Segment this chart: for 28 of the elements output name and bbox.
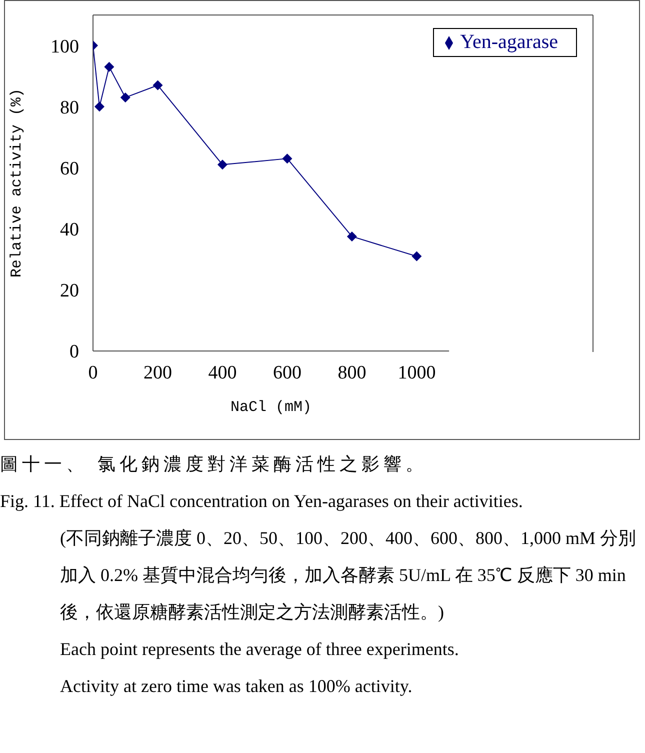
point xyxy=(282,154,292,164)
point xyxy=(104,62,114,72)
x-axis-title: NaCl (mM) xyxy=(230,399,312,416)
caption: Fig. 11. Effect of NaCl concentration on Yen-agarases on their activities. xyxy=(0,490,524,513)
text: (不同鈉離子濃度 0、20、50、100、200、400、600、800、1,000 mM 分別加入 0.2% 基質中混合均勻後，加入各酵素 5U/mL 在 35℃ 反應下 30 min 後，依還原糖酵素活性測定之方法測酵素活性。) xyxy=(59,527,637,624)
y-tick-label: 60 xyxy=(60,158,79,180)
point xyxy=(217,160,228,170)
x-tick-label: 0 xyxy=(88,362,98,384)
y-tick-label: 20 xyxy=(60,280,79,302)
legend-label: Yen-agarase xyxy=(460,31,558,53)
text: Activity at zero time was taken as 100% activity. xyxy=(59,675,414,698)
x-tick-label: 200 xyxy=(143,362,172,384)
y-tick-label: 40 xyxy=(60,220,79,241)
point xyxy=(120,92,130,102)
text: Each point represents the average of three experiments. xyxy=(59,638,460,661)
point xyxy=(412,251,422,262)
y-tick-label: 80 xyxy=(60,97,79,118)
x-tick-label: 400 xyxy=(208,362,237,384)
point xyxy=(94,102,104,112)
x-tick-label: 800 xyxy=(338,362,366,384)
y-axis-title: Relative activity (%) xyxy=(8,88,26,278)
point xyxy=(152,80,163,90)
y-tick-label: 0 xyxy=(70,342,79,363)
point xyxy=(346,231,357,242)
text: 圖十一、 氯化鈉濃度對洋菜酶活性之影響。 xyxy=(0,453,429,477)
x-tick-label: 600 xyxy=(272,362,302,384)
x-tick-label: 1000 xyxy=(398,362,436,384)
y-tick-label: 100 xyxy=(50,36,79,58)
